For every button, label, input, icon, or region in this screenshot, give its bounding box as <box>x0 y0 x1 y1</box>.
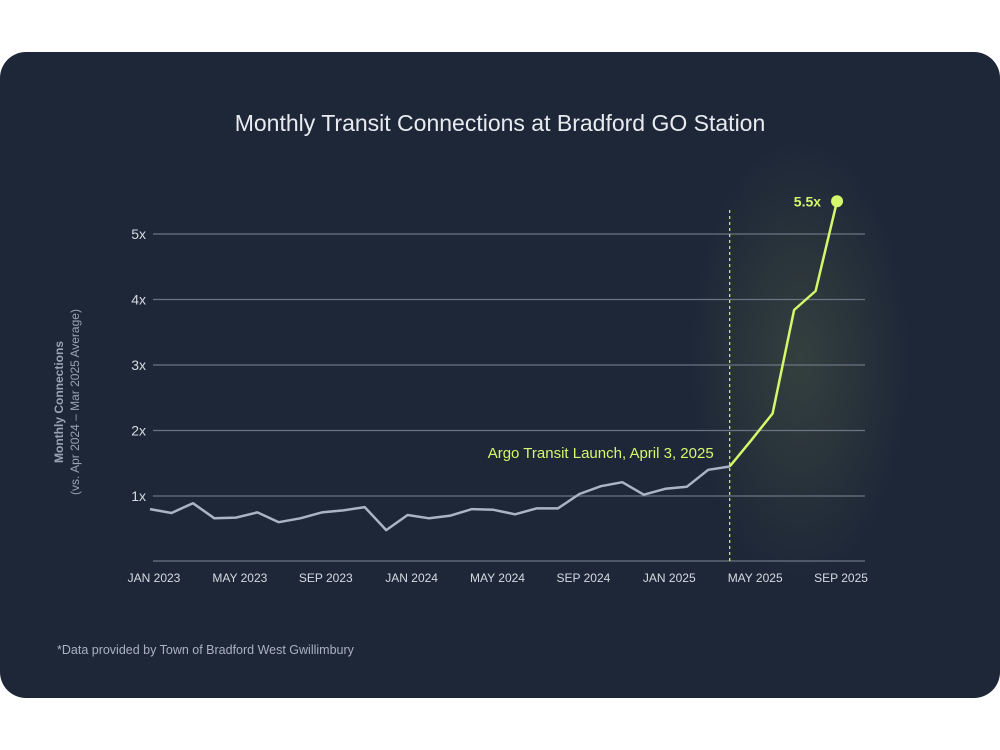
x-tick-label: JAN 2023 <box>128 571 181 585</box>
x-tick-label: JAN 2024 <box>385 571 438 585</box>
x-tick-label: MAY 2023 <box>212 571 267 585</box>
x-tick-label: SEP 2025 <box>814 571 868 585</box>
highlight-glow <box>690 140 910 580</box>
x-tick-label: MAY 2024 <box>470 571 525 585</box>
x-tick-label: JAN 2025 <box>643 571 696 585</box>
y-tick-label: 4x <box>131 292 146 308</box>
x-tick-label: MAY 2025 <box>728 571 783 585</box>
x-tick-label: SEP 2023 <box>299 571 353 585</box>
y-tick-label: 1x <box>131 488 146 504</box>
x-tick-label: SEP 2024 <box>556 571 610 585</box>
y-axis-label: Monthly Connections <box>52 341 66 463</box>
series-line-after-launch <box>728 201 839 468</box>
y-tick-label: 5x <box>131 226 146 242</box>
y-axis-sublabel: (vs. Apr 2024 – Mar 2025 Average) <box>68 309 82 495</box>
end-value-label: 5.5x <box>794 193 821 209</box>
launch-annotation: Argo Transit Launch, April 3, 2025 <box>488 445 714 462</box>
end-point-marker <box>831 195 844 208</box>
y-tick-label: 2x <box>131 423 146 439</box>
chart-title: Monthly Transit Connections at Bradford … <box>235 110 766 136</box>
y-tick-label: 3x <box>131 357 146 373</box>
series-line-before-launch <box>149 465 730 532</box>
source-note: *Data provided by Town of Bradford West … <box>57 643 355 657</box>
